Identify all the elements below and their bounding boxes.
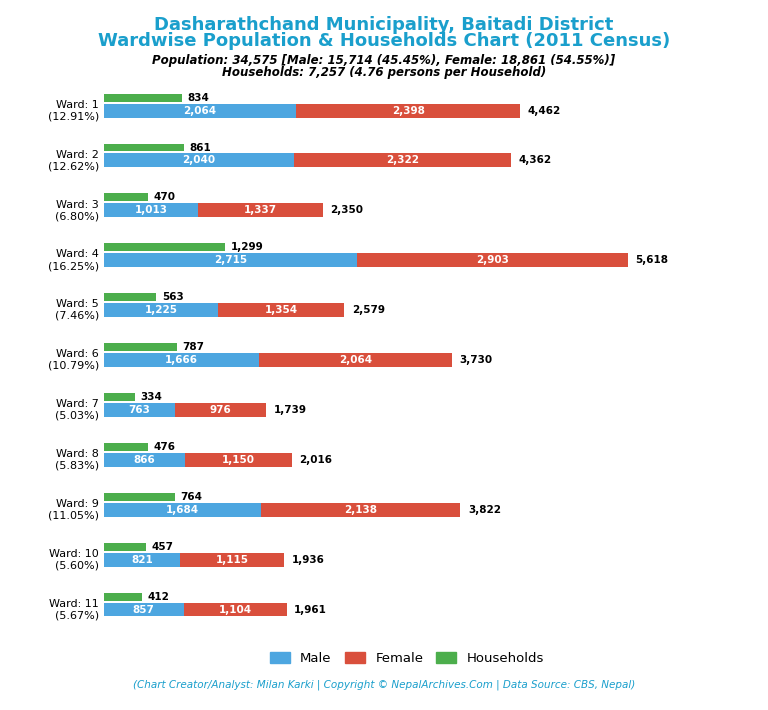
Bar xyxy=(296,104,520,118)
Text: 2,016: 2,016 xyxy=(300,455,333,465)
Text: 1,225: 1,225 xyxy=(144,305,177,315)
Bar xyxy=(104,303,218,317)
Text: 821: 821 xyxy=(131,555,153,564)
Text: 2,322: 2,322 xyxy=(386,155,419,165)
Text: 3,822: 3,822 xyxy=(468,505,501,515)
Bar xyxy=(104,353,259,367)
Bar xyxy=(104,343,177,351)
Text: 763: 763 xyxy=(128,405,151,415)
Text: 1,150: 1,150 xyxy=(222,455,255,465)
Text: 764: 764 xyxy=(180,492,203,502)
Bar xyxy=(104,453,184,466)
Text: 2,579: 2,579 xyxy=(352,305,385,315)
Text: 2,064: 2,064 xyxy=(339,355,372,365)
Bar xyxy=(104,203,198,217)
Bar xyxy=(104,293,156,301)
Bar xyxy=(104,244,225,251)
Text: 2,064: 2,064 xyxy=(184,106,217,116)
Text: 1,961: 1,961 xyxy=(294,604,327,615)
Text: 2,398: 2,398 xyxy=(392,106,425,116)
Bar xyxy=(104,593,142,601)
Text: 334: 334 xyxy=(141,392,162,402)
Bar xyxy=(175,403,266,417)
Bar xyxy=(180,552,284,567)
Text: (Chart Creator/Analyst: Milan Karki | Copyright © NepalArchives.Com | Data Sourc: (Chart Creator/Analyst: Milan Karki | Co… xyxy=(133,679,635,690)
Bar xyxy=(104,493,175,501)
Bar xyxy=(104,393,135,401)
Bar xyxy=(104,403,175,417)
Text: 1,013: 1,013 xyxy=(134,205,167,215)
Text: 2,350: 2,350 xyxy=(330,205,363,215)
Bar xyxy=(357,253,628,267)
Text: 3,730: 3,730 xyxy=(459,355,492,365)
Bar xyxy=(104,104,296,118)
Text: Households: 7,257 (4.76 persons per Household): Households: 7,257 (4.76 persons per Hous… xyxy=(222,66,546,79)
Text: 834: 834 xyxy=(187,92,209,103)
Text: 4,462: 4,462 xyxy=(528,106,561,116)
Bar xyxy=(104,552,180,567)
Bar xyxy=(104,143,184,151)
Text: 1,936: 1,936 xyxy=(292,555,325,564)
Legend: Male, Female, Households: Male, Female, Households xyxy=(265,646,549,670)
Bar xyxy=(184,603,286,616)
Text: 857: 857 xyxy=(133,604,154,615)
Text: 787: 787 xyxy=(183,342,205,352)
Text: 2,138: 2,138 xyxy=(344,505,377,515)
Bar xyxy=(104,94,181,102)
Bar xyxy=(104,253,357,267)
Text: Wardwise Population & Households Chart (2011 Census): Wardwise Population & Households Chart (… xyxy=(98,32,670,50)
Text: 1,354: 1,354 xyxy=(265,305,298,315)
Text: 1,666: 1,666 xyxy=(165,355,198,365)
Text: 1,104: 1,104 xyxy=(219,604,252,615)
Text: 1,299: 1,299 xyxy=(230,242,263,252)
Bar xyxy=(104,503,261,517)
Text: 976: 976 xyxy=(210,405,231,415)
Text: 2,715: 2,715 xyxy=(214,256,247,266)
Text: 412: 412 xyxy=(147,591,170,601)
Bar xyxy=(104,542,147,551)
Bar xyxy=(198,203,323,217)
Text: 476: 476 xyxy=(154,442,176,452)
Text: Dasharathchand Municipality, Baitadi District: Dasharathchand Municipality, Baitadi Dis… xyxy=(154,16,614,33)
Text: 861: 861 xyxy=(190,143,211,153)
Bar xyxy=(261,503,461,517)
Text: 1,739: 1,739 xyxy=(273,405,306,415)
Text: 563: 563 xyxy=(162,293,184,302)
Text: 2,903: 2,903 xyxy=(476,256,509,266)
Text: 1,684: 1,684 xyxy=(166,505,199,515)
Bar xyxy=(184,453,292,466)
Bar xyxy=(104,193,147,202)
Text: 4,362: 4,362 xyxy=(518,155,551,165)
Bar xyxy=(294,153,511,168)
Text: 2,040: 2,040 xyxy=(182,155,216,165)
Text: 5,618: 5,618 xyxy=(636,256,668,266)
Text: 1,337: 1,337 xyxy=(244,205,277,215)
Text: Population: 34,575 [Male: 15,714 (45.45%), Female: 18,861 (54.55%)]: Population: 34,575 [Male: 15,714 (45.45%… xyxy=(152,54,616,67)
Bar xyxy=(104,603,184,616)
Text: 470: 470 xyxy=(153,192,175,202)
Bar xyxy=(259,353,452,367)
Text: 457: 457 xyxy=(152,542,174,552)
Bar xyxy=(218,303,344,317)
Text: 866: 866 xyxy=(133,455,155,465)
Bar xyxy=(104,443,148,451)
Bar xyxy=(104,153,294,168)
Text: 1,115: 1,115 xyxy=(216,555,249,564)
